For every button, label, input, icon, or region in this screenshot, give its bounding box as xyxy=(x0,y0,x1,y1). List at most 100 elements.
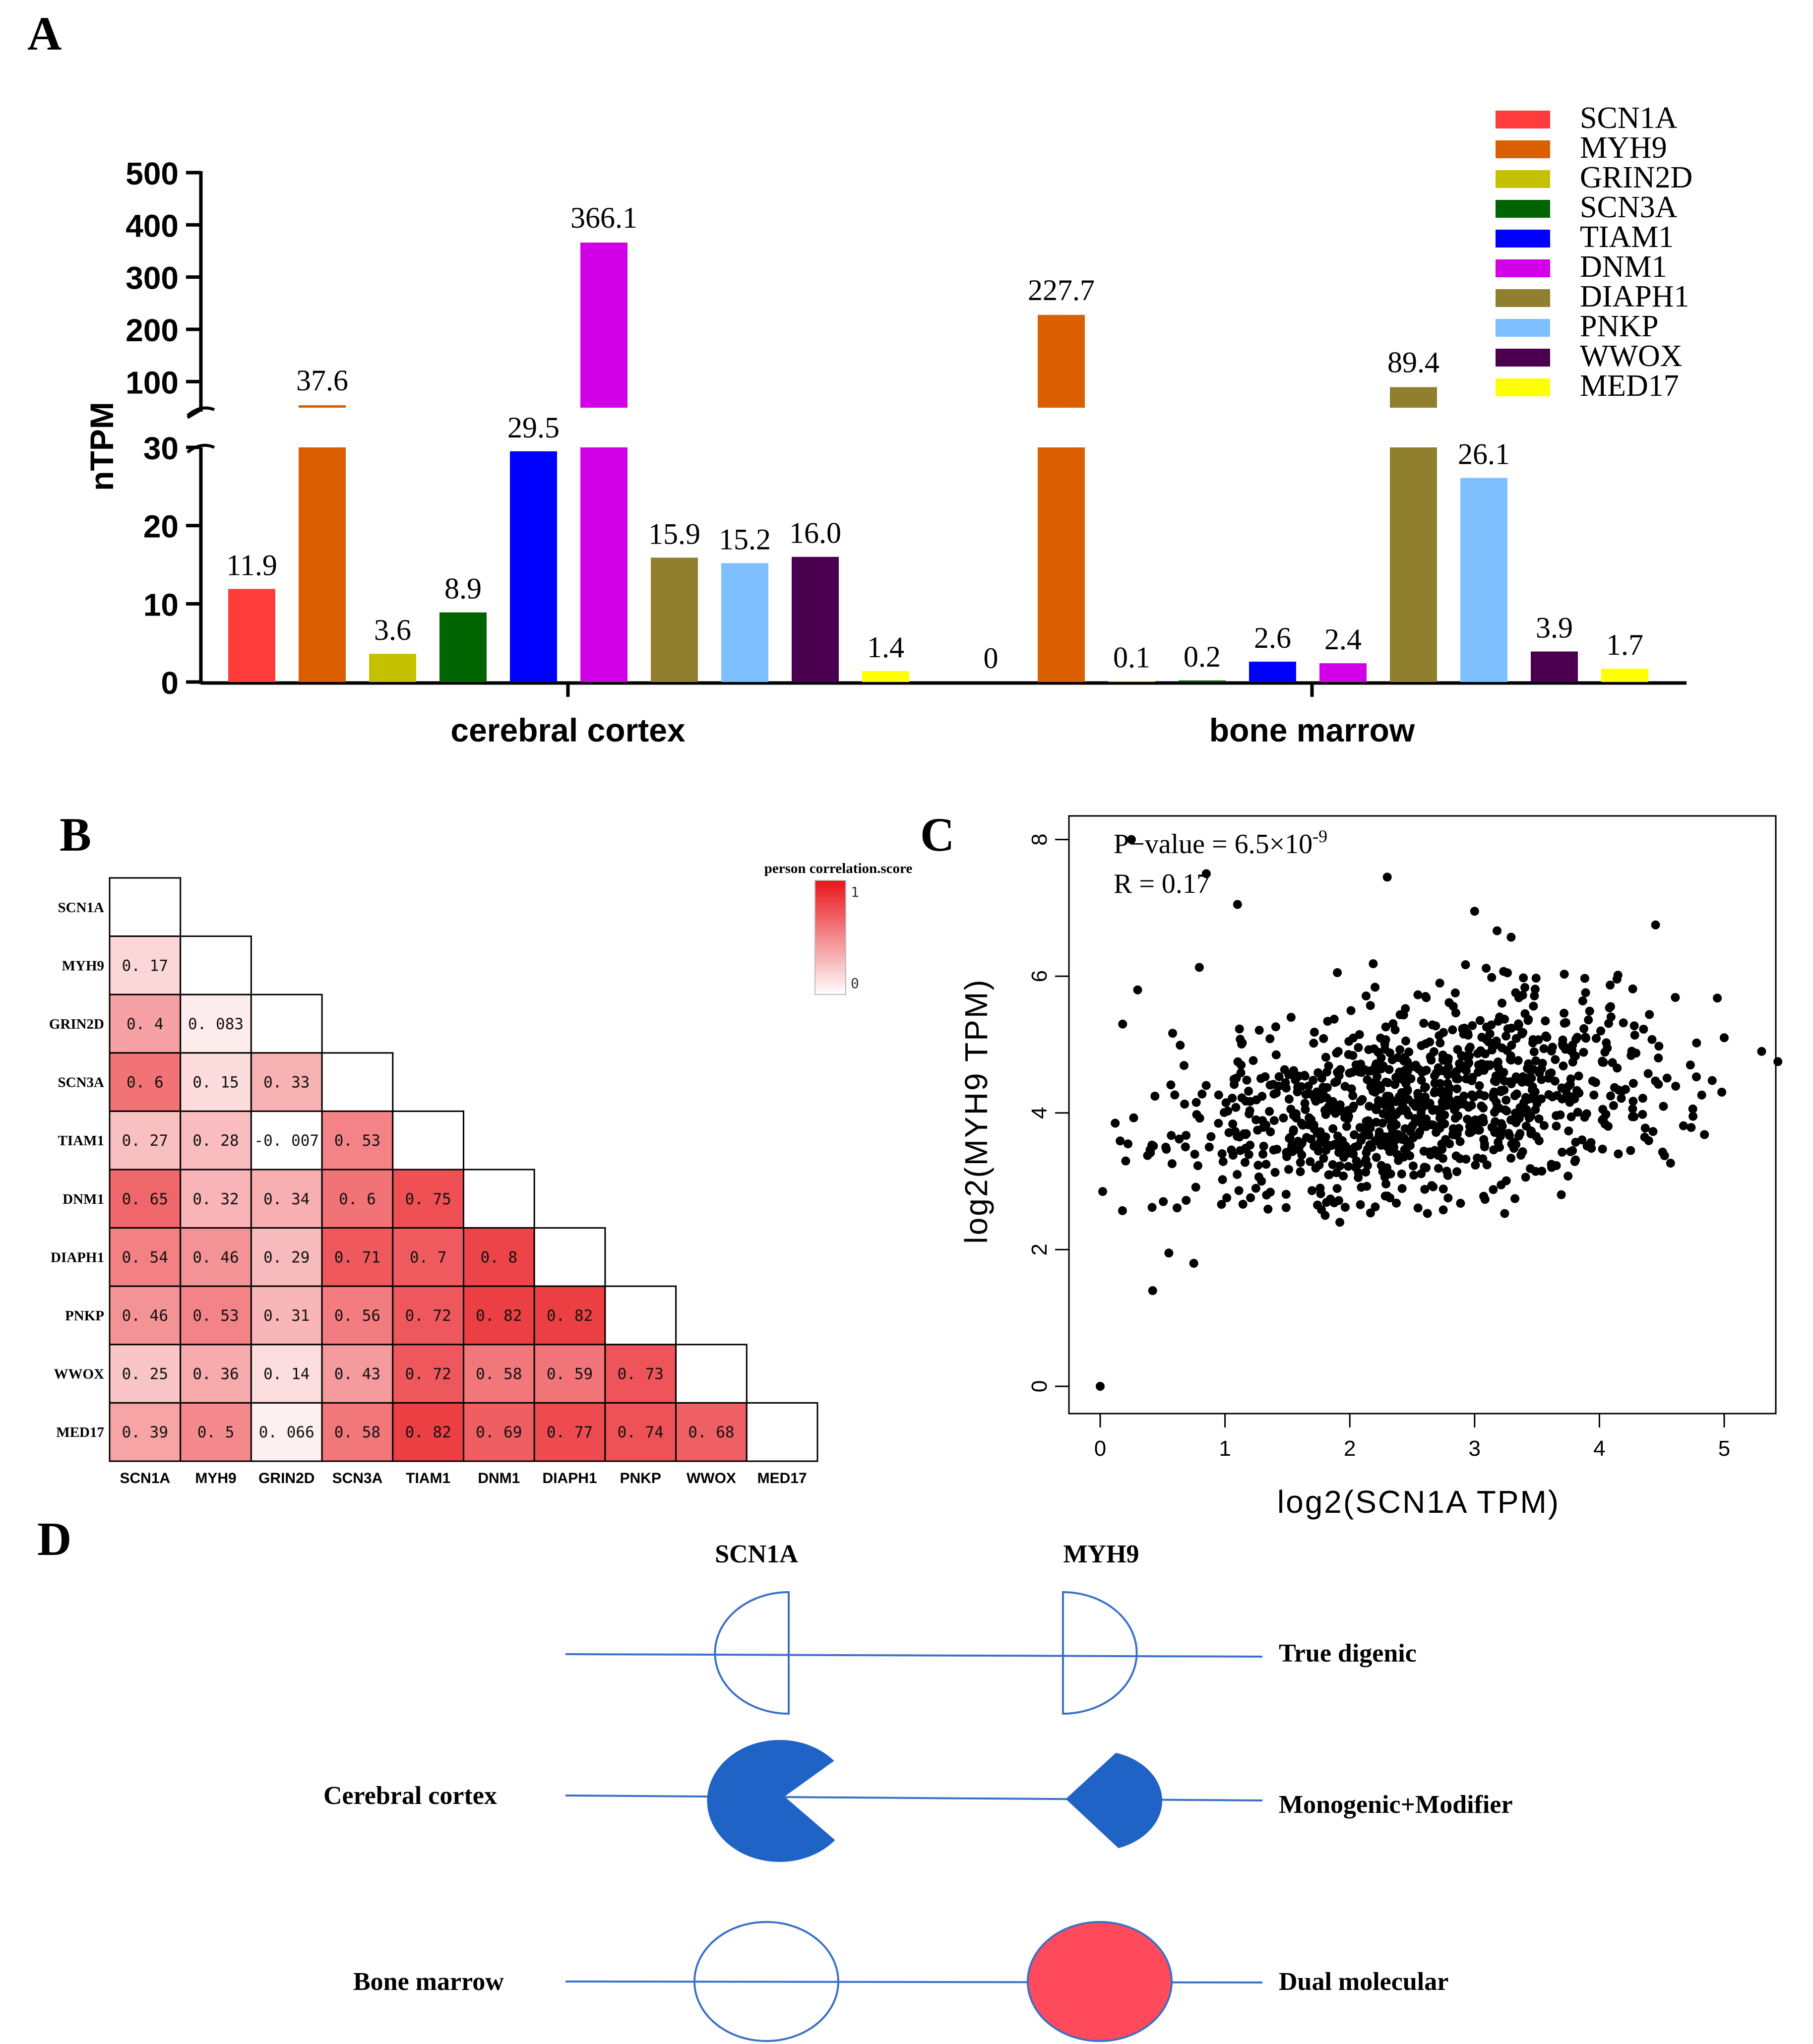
heatmap-diagonal-cell-pnkp xyxy=(604,1285,677,1346)
scatter-point xyxy=(1350,1130,1359,1139)
scatter-point xyxy=(1246,1097,1255,1106)
scatter-point xyxy=(1448,1124,1458,1133)
scatter-point xyxy=(1697,1090,1706,1100)
scatter-point xyxy=(1332,1168,1341,1177)
heatmap-diagonal-cell-wwox xyxy=(675,1344,748,1404)
scatter-point xyxy=(1263,1204,1273,1214)
scatter-point xyxy=(1490,1087,1499,1097)
scatter-point xyxy=(1438,1205,1448,1215)
scatter-point xyxy=(1480,1091,1489,1101)
scatter-point xyxy=(1170,1090,1180,1100)
scatter-point xyxy=(1613,971,1623,980)
scatter-point xyxy=(1374,1048,1383,1057)
y-tick-label-200: 200 xyxy=(125,312,179,348)
scatter-point xyxy=(1617,1094,1626,1103)
scatter-x-tick-label-1: 1 xyxy=(1219,1436,1231,1461)
scatter-y-tick-label-8: 8 xyxy=(1027,833,1052,845)
group-label-bone-marrow: bone marrow xyxy=(1209,712,1415,748)
heatmap-value-myh9-scn1a: 0. 17 xyxy=(122,957,168,975)
heatmap-cell-diaph1-tiam1 xyxy=(392,1227,464,1287)
heatmap-col-label-grin2d: GRIN2D xyxy=(258,1470,314,1487)
scatter-point xyxy=(1297,1118,1306,1128)
scatter-point xyxy=(1294,1145,1304,1154)
scatter-point xyxy=(1238,1199,1248,1209)
scatter-point xyxy=(1506,1079,1516,1089)
scatter-point xyxy=(1477,1116,1486,1125)
scatter-point xyxy=(1354,1043,1363,1052)
scatter-point xyxy=(1429,1182,1438,1191)
heatmap-cell-scn3a-scn1a xyxy=(109,1052,182,1112)
heatmap-value-tiam1-grin2d: -0. 007 xyxy=(254,1132,319,1150)
heatmap-diagonal-cell-myh9 xyxy=(180,935,252,995)
scatter-point xyxy=(1342,1122,1351,1131)
scatter-point xyxy=(1520,983,1530,992)
scatter-point xyxy=(1398,1105,1408,1115)
bar-cerebral-cortex-grin2d xyxy=(369,654,416,682)
scatter-point xyxy=(1503,1024,1512,1034)
heatmap-col-label-diaph1: DIAPH1 xyxy=(543,1470,597,1487)
scatter-point xyxy=(1192,1110,1201,1119)
scatter-point xyxy=(1274,1072,1284,1081)
scatter-point xyxy=(1191,1098,1201,1107)
heatmap-value-dnm1-myh9: 0. 32 xyxy=(192,1190,239,1208)
scatter-point xyxy=(1574,1071,1583,1081)
bar-cerebral-cortex-dnm1-lower xyxy=(580,447,627,682)
scatter-point xyxy=(1481,1062,1491,1071)
scatter-point xyxy=(1242,1075,1251,1085)
legend-swatch-diaph1 xyxy=(1496,289,1550,307)
scatter-point xyxy=(1334,1142,1343,1152)
scatter-point xyxy=(1489,1185,1498,1194)
heatmap-value-med17-wwox: 0. 68 xyxy=(688,1424,734,1441)
scatter-point xyxy=(1773,1057,1783,1066)
bar-cerebral-cortex-scn3a xyxy=(439,612,487,682)
scatter-point xyxy=(1487,1020,1496,1030)
scatter-point xyxy=(1459,1091,1469,1101)
scatter-point xyxy=(1193,1161,1202,1171)
heatmap-value-diaph1-tiam1: 0. 7 xyxy=(410,1248,447,1266)
scatter-point xyxy=(1378,1167,1387,1176)
scatter-point xyxy=(1372,1153,1381,1162)
heatmap-value-wwox-tiam1: 0. 72 xyxy=(405,1365,451,1383)
scatter-point xyxy=(1643,1069,1653,1078)
scatter-point xyxy=(1235,1024,1244,1034)
heatmap-col-label-dnm1: DNM1 xyxy=(478,1470,520,1487)
heatmap-diagonal-cell-med17 xyxy=(746,1402,818,1462)
scatter-point xyxy=(1561,1018,1570,1027)
scatter-point xyxy=(1307,1186,1316,1195)
scatter-point xyxy=(1221,1098,1231,1108)
scatter-point xyxy=(1565,1147,1575,1157)
heatmap-cell-med17-myh9 xyxy=(180,1402,252,1462)
scatter-point xyxy=(1506,1154,1516,1163)
scatter-point xyxy=(1362,1181,1372,1191)
scatter-point xyxy=(1541,1016,1550,1026)
scatter-point xyxy=(1628,1097,1638,1106)
scatter-point xyxy=(1281,1189,1291,1199)
heatmap-value-diaph1-myh9: 0. 46 xyxy=(192,1248,239,1266)
heatmap-value-wwox-pnkp: 0. 73 xyxy=(618,1365,664,1383)
scatter-point xyxy=(1692,1038,1701,1048)
heatmap-row-label-scn3a: SCN3A xyxy=(58,1075,105,1091)
scatter-point xyxy=(1443,1171,1452,1180)
scatter-point xyxy=(1366,1066,1375,1076)
bar-chart-legend: SCN1AMYH9GRIN2DSCN3ATIAM1DNM1DIAPH1PNKPW… xyxy=(1496,101,1692,403)
scatter-point xyxy=(1191,1182,1200,1192)
bar-cerebral-cortex-pnkp xyxy=(721,563,768,682)
scatter-point xyxy=(1558,1035,1567,1045)
scatter-point xyxy=(1417,1076,1426,1085)
scatter-point xyxy=(1230,1080,1239,1089)
scatter-point xyxy=(1392,1198,1401,1208)
heatmap-cell-wwox-scn3a xyxy=(321,1344,394,1404)
heatmap-cell-med17-grin2d xyxy=(250,1402,323,1462)
scatter-point xyxy=(1364,1130,1374,1140)
scatter-point xyxy=(1627,1112,1637,1121)
cerebral-cortex-label: Cerebral cortex xyxy=(323,1782,497,1810)
scatter-point xyxy=(1300,1071,1310,1081)
scatter-point xyxy=(1638,1110,1647,1119)
scatter-point xyxy=(1148,1286,1157,1296)
panel-c-label: C xyxy=(920,808,954,861)
scatter-point xyxy=(1596,1026,1606,1036)
scatter-point xyxy=(1253,1125,1262,1135)
data-label-bone-marrow-myh9: 227.7 xyxy=(1028,274,1095,307)
scatter-point xyxy=(1324,1170,1333,1179)
scatter-point xyxy=(1218,1175,1227,1184)
